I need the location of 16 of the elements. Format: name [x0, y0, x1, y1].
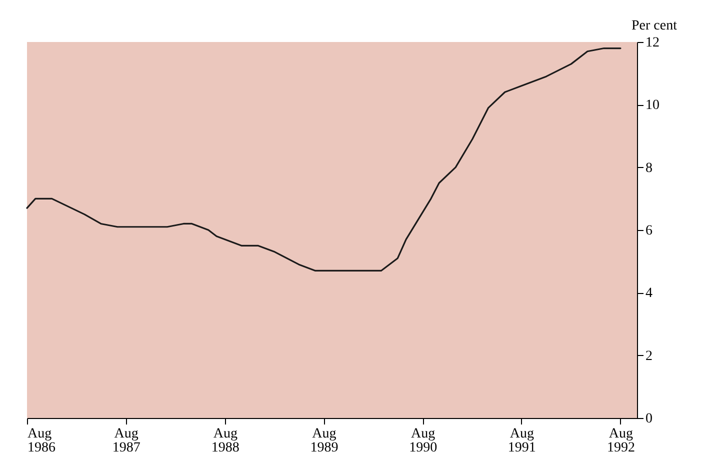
y-tick-label: 6 [646, 224, 652, 238]
x-tick-label: Aug 1992 [606, 426, 635, 456]
x-tick-label: Aug 1990 [409, 426, 438, 456]
y-tick-label: 0 [646, 412, 652, 426]
y-tick-label: 8 [646, 160, 652, 176]
y-tick-label: 4 [646, 286, 652, 302]
y-axis-title: Per cent [632, 18, 678, 34]
y-tick-label: 2 [646, 348, 652, 364]
x-tick-label: Aug 1987 [112, 426, 140, 456]
x-tick-label: Aug 1989 [310, 426, 338, 456]
x-tick-label: Aug 1988 [211, 426, 240, 456]
x-tick-label: Aug 1991 [508, 426, 536, 456]
y-tick-label: 12 [646, 36, 660, 50]
line-series [26, 47, 622, 272]
y-tick-label: 10 [646, 98, 660, 114]
x-tick-label: Aug 1986 [28, 426, 56, 456]
